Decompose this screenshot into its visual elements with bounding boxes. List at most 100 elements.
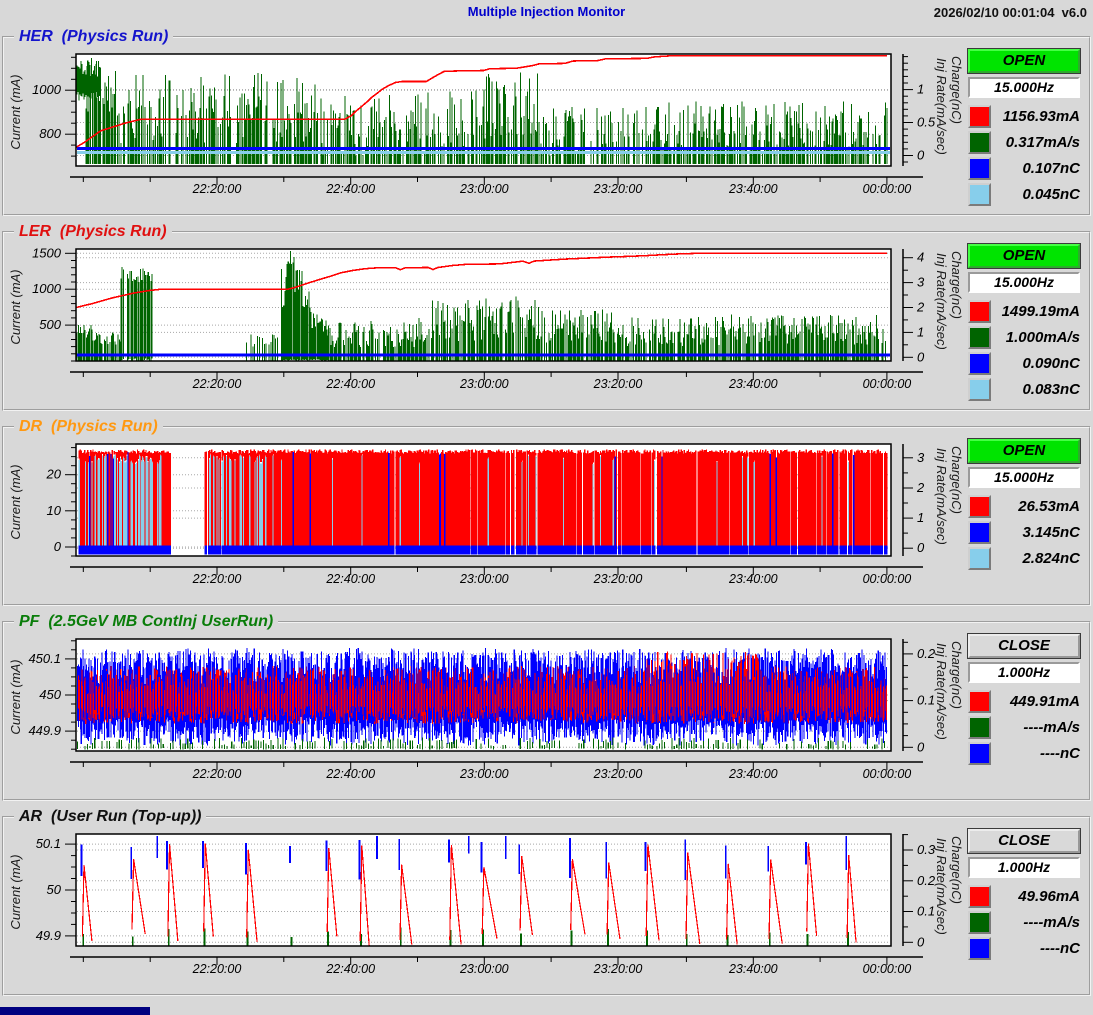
x-tick-label: 22:40:00 [325, 572, 375, 586]
panel-body-pf: 449.9 450 450.1 0 0.1 0.2 22:20:00 22:40:00 23:0… [6, 631, 1087, 783]
left-tick-label: 0 [54, 539, 62, 554]
x-tick-label: 23:40:00 [728, 377, 778, 391]
x-tick-label: 22:20:00 [192, 572, 242, 586]
right-axis-title-charge: Charge(nC) [949, 251, 964, 319]
panel-ar: AR (User Run (Top-up)) 49.9 50 50.1 0 0.1 0.2 0… [2, 808, 1091, 996]
right-tick-label: 3 [917, 450, 925, 465]
chart-ar: 49.9 50 50.1 0 0.1 0.2 0.3 22:20:00 22:40:00 23:0… [8, 833, 964, 976]
x-tick-label: 22:20:00 [192, 962, 242, 976]
dr-current-red [78, 449, 888, 552]
x-tick-label: 23:00:00 [459, 962, 509, 976]
right-tick-label: 3 [917, 275, 925, 290]
chart-her: 800 1000 0 0.5 1 22:20:00 22:40:00 23:00:00 23:2… [8, 53, 964, 196]
legend-swatch [968, 741, 991, 765]
panels-container: HER (Physics Run) 800 1000 0 0.5 1 22:20:00 22:… [0, 28, 1093, 996]
right-axis-title-injrate: Inj Rate(mA/sec) [934, 253, 949, 350]
readout-value: 449.91mA [1009, 692, 1080, 710]
readout-row-dr-0: 26.53mA [968, 493, 1080, 519]
blue-noise-top [77, 651, 886, 732]
current-line [76, 55, 887, 148]
legend-swatch [968, 104, 991, 128]
legend-swatch [968, 130, 991, 154]
legend-swatch [968, 689, 991, 713]
readout-value: ----nC [1040, 744, 1080, 762]
injection-freq-pf: 1.000Hz [968, 662, 1080, 683]
panel-body-dr: 0 10 20 0 1 2 3 22:20:00 22:40:00 23:00:00 23:20:0… [6, 436, 1087, 588]
dr-bottom-strip-blue [78, 545, 888, 555]
gate-button-pf[interactable]: CLOSE [968, 634, 1080, 658]
readout-row-ar-1: ----mA/s [968, 909, 1080, 935]
x-tick-label: 23:20:00 [593, 182, 643, 196]
readout-row-pf-0: 449.91mA [968, 688, 1080, 714]
readout-row-dr-1: 3.145nC [968, 519, 1080, 545]
left-tick-label: 50.1 [36, 836, 61, 851]
right-tick-label: 0 [917, 739, 925, 754]
gate-button-her[interactable]: OPEN [968, 49, 1080, 73]
left-axis-title: Current (mA) [8, 659, 23, 734]
x-tick-label: 22:40:00 [325, 962, 375, 976]
right-tick-label: 0 [917, 934, 925, 949]
left-axis-title: Current (mA) [8, 854, 23, 929]
right-axis-title-injrate: Inj Rate(mA/sec) [934, 448, 949, 545]
x-tick-label: 00:00:00 [863, 962, 912, 976]
right-axis-title-injrate: Inj Rate(mA/sec) [934, 838, 949, 935]
injection-freq-her: 15.000Hz [968, 77, 1080, 98]
readout-row-pf-1: ----mA/s [968, 714, 1080, 740]
x-tick-label: 23:20:00 [593, 572, 643, 586]
x-tick-label: 00:00:00 [863, 377, 912, 391]
readout-row-ler-3: 0.083nC [968, 376, 1080, 402]
readout-value: 26.53mA [1018, 497, 1080, 515]
legend-swatch [968, 325, 991, 349]
injection-freq-dr: 15.000Hz [968, 467, 1080, 488]
x-tick-label: 22:20:00 [192, 767, 242, 781]
window-header: Multiple Injection Monitor 2026/02/10 00… [0, 0, 1093, 28]
legend-swatch [968, 351, 991, 375]
left-axis-title: Current (mA) [8, 269, 23, 344]
left-tick-label: 1000 [32, 281, 62, 296]
right-tick-label: 1 [917, 82, 924, 97]
panel-body-ar: 49.9 50 50.1 0 0.1 0.2 0.3 22:20:00 22:40:00 23:0… [6, 826, 1087, 978]
readout-value: ----mA/s [1023, 718, 1080, 736]
ar-current-sawtooth [81, 843, 857, 946]
x-tick-label: 23:20:00 [593, 962, 643, 976]
dr-charge2-lightblue [78, 455, 850, 552]
gate-button-ler[interactable]: OPEN [968, 244, 1080, 268]
left-axis-title: Current (mA) [8, 74, 23, 149]
x-tick-label: 23:00:00 [459, 377, 509, 391]
left-tick-label: 10 [47, 503, 62, 518]
right-tick-label: 0.2 [917, 873, 936, 888]
inj-rate-main [328, 296, 886, 361]
green-columns [120, 267, 153, 361]
x-tick-label: 00:00:00 [863, 572, 912, 586]
legend-swatch [968, 520, 991, 544]
legend-column-ar: CLOSE 1.000Hz 49.96mA ----mA/s ----nC [968, 826, 1080, 961]
x-tick-label: 23:40:00 [728, 182, 778, 196]
right-tick-label: 0.3 [917, 842, 936, 857]
panel-title-ar: AR (User Run (Top-up)) [19, 808, 202, 825]
right-tick-label: 2 [916, 480, 925, 495]
right-axis-title-injrate: Inj Rate(mA/sec) [934, 643, 949, 740]
legend-column-her: OPEN 15.000Hz 1156.93mA 0.317mA/s 0.107nC 0.0… [968, 46, 1080, 207]
x-tick-label: 22:20:00 [192, 377, 242, 391]
x-tick-label: 23:40:00 [728, 572, 778, 586]
left-tick-label: 450 [39, 687, 61, 702]
readout-value: 3.145nC [1022, 523, 1080, 541]
legend-swatch [968, 494, 991, 518]
gate-button-dr[interactable]: OPEN [968, 439, 1080, 463]
chart-pf: 449.9 450 450.1 0 0.1 0.2 22:20:00 22:40:00 23:0… [8, 638, 964, 781]
legend-column-dr: OPEN 15.000Hz 26.53mA 3.145nC 2.824nC [968, 436, 1080, 571]
readout-row-her-3: 0.045nC [968, 181, 1080, 207]
readout-row-ler-1: 1.000mA/s [968, 324, 1080, 350]
right-tick-label: 2 [916, 300, 925, 315]
panel-pf: PF (2.5GeV MB ContInj UserRun) 449.9 450 45… [2, 613, 1091, 801]
legend-swatch [968, 299, 991, 323]
left-axis-title: Current (mA) [8, 464, 23, 539]
right-tick-label: 1 [917, 324, 924, 339]
right-tick-label: 0 [917, 540, 925, 555]
left-tick-label: 50 [47, 882, 62, 897]
right-axis-title-charge: Charge(nC) [949, 641, 964, 709]
taskbar-fragment [0, 1007, 150, 1015]
gate-button-ar[interactable]: CLOSE [968, 829, 1080, 853]
readout-row-dr-2: 2.824nC [968, 545, 1080, 571]
readout-value: ----mA/s [1023, 913, 1080, 931]
